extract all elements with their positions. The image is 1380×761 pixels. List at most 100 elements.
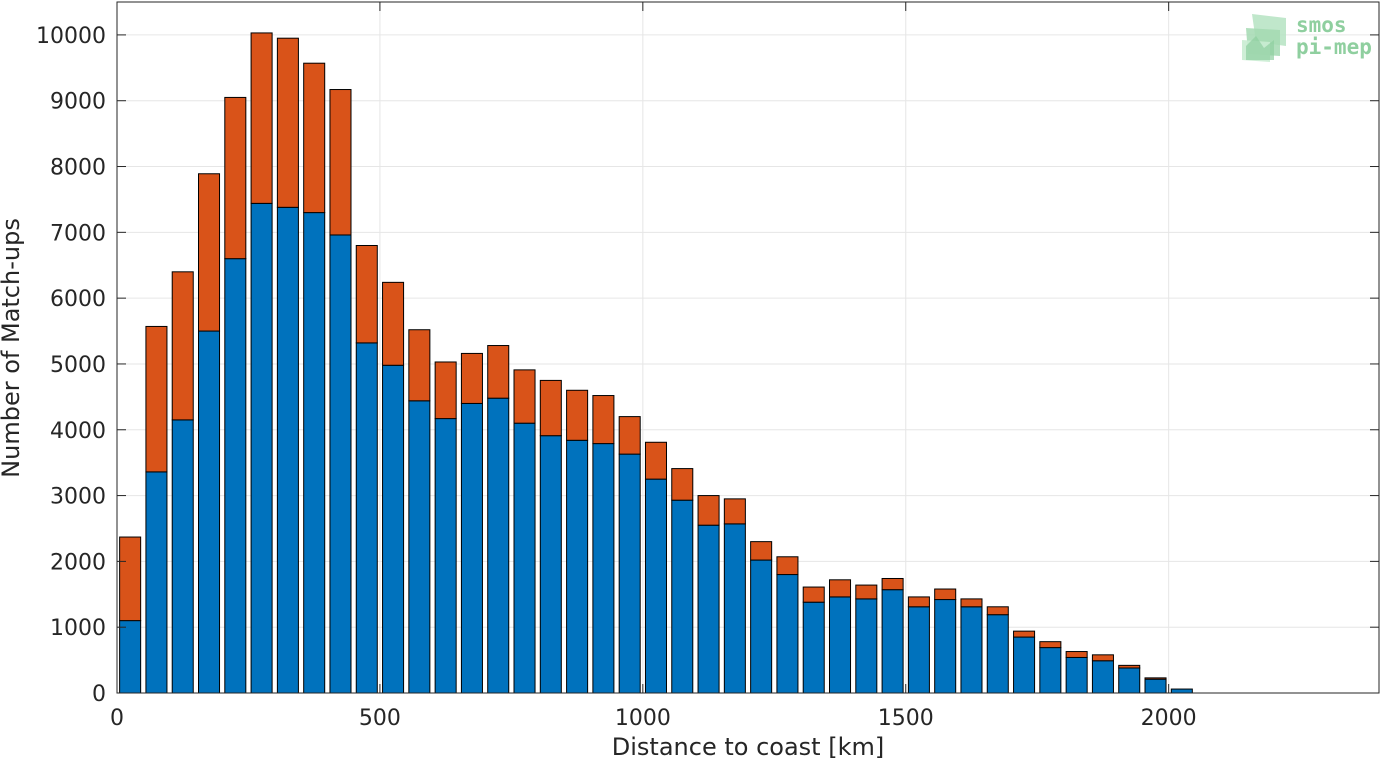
plot-frame — [116, 1, 1380, 694]
tick-marks — [116, 2, 1379, 694]
bar-segment-series-2 — [329, 89, 352, 236]
bar-segment-series-1 — [145, 471, 168, 694]
y-tick-label: 7000 — [50, 221, 106, 246]
bar-segment-series-1 — [1013, 636, 1036, 694]
bar-segment-series-2 — [1013, 630, 1036, 638]
bar-segment-series-1 — [1170, 688, 1193, 694]
bar-segment-series-2 — [513, 369, 536, 424]
bar-segment-series-1 — [119, 620, 142, 694]
bar-segment-series-2 — [1091, 654, 1114, 662]
x-tick-label: 0 — [110, 706, 124, 731]
bar-segment-series-1 — [250, 202, 273, 694]
logo-text-line2: pi-mep — [1296, 35, 1372, 59]
bar-segment-series-1 — [224, 258, 247, 694]
y-tick-label: 8000 — [50, 156, 106, 181]
bar-segment-series-2 — [881, 577, 904, 591]
bar-segment-series-2 — [198, 173, 221, 332]
bar-segment-series-1 — [355, 342, 378, 694]
bar-segment-series-1 — [171, 419, 194, 694]
x-tick-label: 2000 — [1141, 706, 1197, 731]
bar-segment-series-2 — [723, 498, 746, 525]
bar-segment-series-2 — [250, 32, 273, 204]
bar-segment-series-1 — [487, 397, 510, 694]
x-tick-label: 500 — [359, 706, 401, 731]
bar-segment-series-1 — [434, 418, 457, 694]
bar-segment-series-2 — [171, 271, 194, 421]
bar-segment-series-1 — [592, 443, 615, 694]
bar-segment-series-1 — [1039, 647, 1062, 694]
bar-segment-series-2 — [960, 598, 983, 608]
x-tick-label: 1500 — [878, 706, 934, 731]
bar-segment-series-2 — [408, 329, 431, 402]
bar-segment-series-1 — [776, 574, 799, 694]
bar-segment-series-2 — [750, 541, 773, 561]
logo-text-line1: smos — [1296, 13, 1347, 37]
y-axis-label: Number of Match-ups — [0, 218, 25, 478]
bar-segment-series-2 — [829, 579, 852, 598]
bar-segment-series-1 — [855, 598, 878, 694]
y-tick-label: 10000 — [36, 24, 106, 49]
bar-segment-series-1 — [1091, 660, 1114, 694]
y-tick-label: 9000 — [50, 90, 106, 115]
bar-segment-series-1 — [303, 212, 326, 694]
y-tick-label: 0 — [92, 682, 106, 707]
bar-segment-series-2 — [907, 596, 930, 608]
bar-segment-series-1 — [329, 234, 352, 694]
bar-segment-series-1 — [802, 601, 825, 694]
bar-segment-series-1 — [881, 589, 904, 694]
bar-segment-series-2 — [697, 495, 720, 526]
bar-segment-series-1 — [829, 596, 852, 694]
bar-segment-series-2 — [355, 244, 378, 344]
bar-segment-series-1 — [671, 499, 694, 694]
bar-segment-series-2 — [224, 96, 247, 260]
bar-segment-series-2 — [566, 389, 589, 441]
bar-segment-series-1 — [1065, 656, 1088, 694]
y-tick-labels: 0 1000 2000 3000 4000 5000 6000 7000 8000 9000 100… — [36, 24, 106, 707]
bar-segment-series-2 — [986, 606, 1009, 616]
bar-segment-series-1 — [960, 606, 983, 694]
bar-segment-series-2 — [618, 416, 641, 455]
bar-segment-series-2 — [671, 468, 694, 501]
bar-segment-series-1 — [907, 606, 930, 694]
bar-segment-series-1 — [276, 206, 299, 694]
bar-segment-series-2 — [119, 536, 142, 622]
bar-segment-series-2 — [1144, 677, 1167, 680]
smos-pi-mep-logo: smos pi-mep — [1242, 13, 1372, 62]
bar-segment-series-1 — [986, 614, 1009, 694]
bar-segment-series-1 — [198, 330, 221, 694]
bar-segment-series-1 — [1118, 667, 1141, 694]
bar-segment-series-1 — [697, 524, 720, 694]
y-tick-label: 1000 — [50, 616, 106, 641]
bar-segment-series-2 — [276, 37, 299, 208]
bar-segment-series-2 — [145, 325, 168, 473]
bar-segment-series-2 — [1039, 641, 1062, 649]
bar-segment-series-1 — [618, 453, 641, 694]
y-tick-label: 4000 — [50, 419, 106, 444]
bar-segment-series-1 — [934, 599, 957, 694]
bar-segment-series-2 — [460, 352, 483, 404]
bar-segment-series-1 — [460, 402, 483, 694]
x-tick-label: 1000 — [615, 706, 671, 731]
bar-segment-series-2 — [539, 379, 562, 437]
bar-segment-series-2 — [434, 361, 457, 420]
y-tick-label: 6000 — [50, 287, 106, 312]
bar-segment-series-2 — [776, 556, 799, 576]
y-tick-label: 2000 — [50, 550, 106, 575]
bar-segment-series-1 — [750, 559, 773, 694]
bar-segment-series-2 — [487, 345, 510, 399]
bar-segment-series-2 — [802, 586, 825, 603]
logo-icon — [1242, 14, 1286, 62]
bar-segment-series-2 — [644, 441, 667, 480]
bar-segment-series-1 — [513, 422, 536, 694]
bar-segment-series-1 — [539, 435, 562, 694]
y-tick-label: 3000 — [50, 485, 106, 510]
bar-segment-series-1 — [382, 364, 405, 694]
bar-segment-series-2 — [303, 62, 326, 214]
bar-segment-series-2 — [855, 584, 878, 600]
bar-segment-series-1 — [566, 439, 589, 694]
bar-segment-series-2 — [1065, 651, 1088, 658]
bar-segment-series-2 — [1118, 664, 1141, 669]
grid-lines — [116, 2, 1379, 694]
bar-segment-series-1 — [1144, 678, 1167, 694]
